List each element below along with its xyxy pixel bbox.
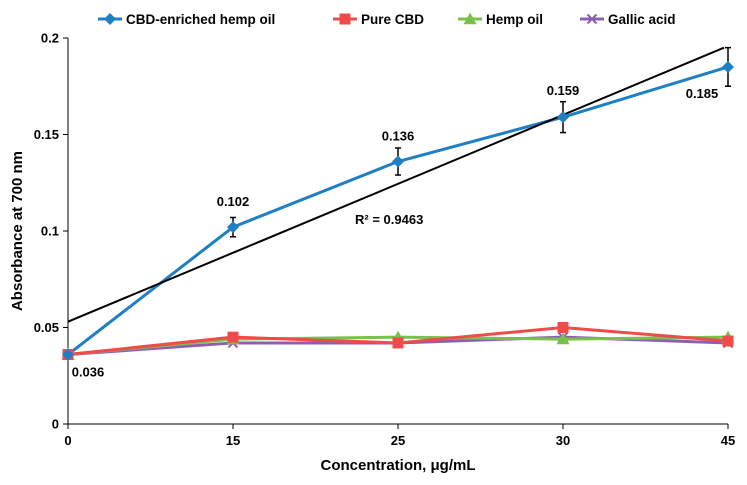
data-label: 0.136 [382, 129, 415, 144]
x-tick-label: 45 [721, 433, 735, 448]
x-axis-title: Concentration, μg/mL [320, 457, 475, 474]
x-tick-label: 30 [556, 433, 570, 448]
data-label: 0.185 [686, 86, 719, 101]
legend-label: Gallic acid [608, 12, 676, 27]
data-label: 0.036 [72, 365, 105, 380]
y-tick-label: 0.2 [41, 31, 59, 46]
data-labels: 0.036 0.102 0.136 0.159 0.185 [72, 83, 719, 379]
data-point [227, 331, 239, 343]
data-label: 0.102 [217, 194, 250, 209]
legend-marker [104, 13, 116, 25]
data-point [227, 221, 239, 234]
data-label: 0.159 [547, 83, 580, 98]
x-tick-label: 25 [391, 433, 405, 448]
series-cbd-enriched-hemp-oil [67, 65, 729, 356]
x-ticks: 0 15 25 30 45 [64, 424, 735, 448]
trendline [67, 46, 725, 323]
legend: CBD-enriched hemp oil Pure CBD Hemp oil Gal… [98, 12, 676, 27]
legend-marker [463, 12, 477, 25]
series-markers [62, 46, 734, 361]
y-tick-label: 0.15 [34, 127, 59, 142]
plot-area: 0.036 0.102 0.136 0.159 0.185 [61, 46, 735, 380]
y-ticks: 0 0.05 0.1 0.15 0.2 [34, 31, 68, 432]
data-point [722, 60, 734, 73]
data-point [557, 322, 569, 333]
data-point [62, 348, 74, 361]
legend-marker [586, 13, 598, 25]
x-tick-label: 15 [226, 433, 240, 448]
data-point [392, 155, 404, 168]
legend-item: Hemp oil [458, 12, 543, 27]
legend-label: Pure CBD [361, 12, 424, 27]
legend-item: Gallic acid [580, 12, 676, 27]
data-point [722, 335, 734, 347]
legend-marker [339, 13, 351, 25]
r-squared-annotation: R² = 0.9463 [355, 212, 423, 227]
axes: 0 0.05 0.1 0.15 0.2 0 15 25 30 45 Concentration,… [9, 31, 735, 475]
series-line [67, 65, 729, 356]
y-tick-label: 0.1 [41, 224, 59, 239]
y-tick-label: 0 [52, 417, 59, 432]
legend-item: Pure CBD [333, 12, 424, 27]
data-point [557, 111, 569, 124]
legend-item: CBD-enriched hemp oil [98, 12, 275, 27]
y-tick-label: 0.05 [34, 320, 59, 335]
legend-label: CBD-enriched hemp oil [126, 12, 275, 27]
y-axis-title: Absorbance at 700 nm [9, 151, 26, 311]
data-point [556, 332, 570, 345]
data-point [392, 337, 404, 349]
legend-label: Hemp oil [486, 12, 543, 27]
x-tick-label: 0 [64, 433, 71, 448]
